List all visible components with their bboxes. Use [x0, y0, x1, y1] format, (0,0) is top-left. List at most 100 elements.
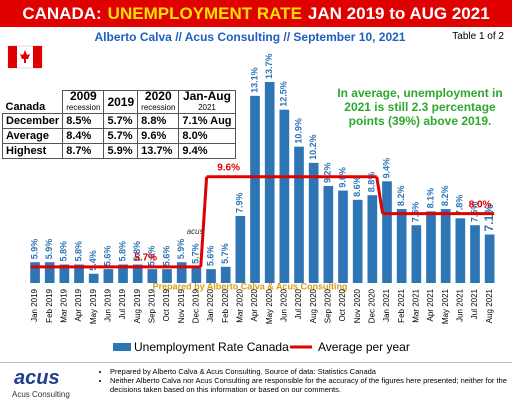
logo-mark: acus [187, 227, 204, 236]
value-label: 5.6% [147, 246, 157, 267]
x-tick-label: Apr 2019 [74, 288, 83, 321]
legend-swatch [113, 343, 131, 351]
value-label: 8.2% [440, 186, 450, 207]
bar [279, 109, 290, 283]
bar [220, 266, 231, 283]
x-tick-label: Apr 2021 [426, 288, 435, 321]
x-tick-label: Aug 2019 [133, 288, 142, 323]
value-label: 7.5% [411, 202, 421, 223]
header-text: recession [141, 103, 176, 112]
table-cell: 9.6% [137, 128, 180, 144]
table-corner: Canada [5, 101, 46, 113]
x-tick-label: Oct 2020 [338, 288, 347, 321]
bar [411, 225, 422, 283]
table-header: Jan-Aug 2021 [178, 89, 236, 114]
bar [323, 185, 334, 283]
bar [352, 199, 363, 283]
value-label: 5.6% [161, 246, 171, 267]
value-label: 10.9% [293, 118, 303, 144]
x-tick-label: May 2021 [441, 288, 450, 324]
bar [470, 225, 480, 283]
bar [308, 162, 319, 283]
header-text: recession [66, 103, 101, 112]
x-tick-label: Jun 2020 [279, 288, 288, 321]
x-tick-label: Nov 2019 [177, 288, 186, 323]
x-tick-label: Apr 2020 [250, 288, 259, 321]
bar [162, 269, 172, 283]
watermark: Prepared by Alberto Calva & Acus Consult… [153, 281, 348, 291]
title-part: UNEMPLOYMENT RATE [107, 4, 302, 23]
bar [367, 195, 378, 283]
table-cell: 8.8% [137, 113, 180, 129]
logo: acus [14, 367, 60, 389]
value-label: 7.1% [482, 204, 496, 232]
value-label: 8.2% [396, 186, 406, 207]
average-label: 9.6% [217, 162, 240, 173]
table-cell: 8.7% [62, 143, 105, 159]
logo-sub: Acus Consulting [12, 390, 70, 399]
x-tick-label: Jun 2021 [455, 288, 464, 321]
x-tick-label: Sep 2019 [147, 288, 156, 323]
bar [132, 264, 143, 283]
value-label: 7.8% [455, 195, 465, 216]
x-tick-label: Sep 2020 [323, 288, 332, 323]
x-tick-label: Dec 2020 [367, 288, 376, 323]
table-cell: 5.7% [103, 113, 139, 129]
x-tick-label: Feb 2019 [45, 288, 54, 322]
header-text: Jan-Aug [182, 89, 231, 103]
bar [44, 262, 55, 283]
table-cell: 7.1% Aug [178, 113, 236, 129]
chart: Prepared by Alberto Calva & Acus Consult… [7, 45, 496, 354]
average-label: 5.7% [134, 252, 157, 263]
bar [176, 262, 187, 283]
footer: acus Acus Consulting Prepared by Alberto… [0, 362, 512, 403]
subtitle: Alberto Calva // Acus Consulting // Sept… [94, 30, 406, 44]
x-tick-label: Oct 2019 [162, 288, 171, 321]
table-header: 2019 [103, 90, 139, 114]
table-cell: 8.5% [62, 113, 105, 129]
x-tick-label: Jan 2020 [206, 288, 215, 321]
title-part: CANADA: [22, 4, 102, 23]
note: Neither Alberto Calva nor Acus Consultin… [110, 376, 510, 394]
annotation: In average, unemployment in 2021 is stil… [337, 86, 503, 128]
page-note: Table 1 of 2 [452, 31, 504, 42]
value-label: 5.8% [132, 241, 142, 262]
note: Prepared by Alberto Calva & Acus Consult… [110, 367, 510, 376]
bar [191, 266, 202, 283]
table-header: 2020 recession [137, 90, 180, 114]
x-tick-label: Mar 2020 [235, 288, 244, 322]
bar [59, 264, 70, 283]
bar [88, 273, 99, 283]
x-tick-label: Dec 2019 [191, 288, 200, 323]
value-label: 5.9% [176, 239, 186, 260]
table-row: Average 8.4% 5.7% 9.6% 8.0% [1, 128, 236, 144]
x-tick-label: Aug 2020 [309, 288, 318, 323]
value-label: 5.6% [205, 246, 215, 267]
value-label: 5.4% [88, 250, 98, 271]
header-text: 2021 [198, 103, 216, 112]
bar [338, 190, 348, 283]
bar [30, 262, 40, 283]
x-tick-label: Aug 2021 [485, 288, 494, 323]
notes: Prepared by Alberto Calva & Acus Consult… [100, 367, 510, 394]
value-label: 5.9% [44, 239, 54, 260]
table-cell: 8.0% [178, 128, 236, 144]
value-label: 5.9% [29, 239, 39, 260]
value-label: 5.6% [103, 246, 113, 267]
bar [147, 269, 158, 283]
value-label: 12.5% [279, 81, 289, 107]
header-text: 2019 [107, 94, 135, 109]
x-tick-label: Jul 2020 [294, 288, 303, 319]
header-text: 2009 [69, 89, 97, 103]
x-tick-label: Mar 2019 [59, 288, 68, 322]
value-label: 8.1% [425, 188, 435, 209]
average-label: 8.0% [469, 199, 492, 210]
x-tick-label: Jun 2019 [103, 288, 112, 321]
x-tick-label: May 2019 [89, 288, 98, 324]
table-row: December 8.5% 5.7% 8.8% 7.1% Aug [1, 113, 236, 129]
bar [103, 269, 114, 283]
value-label: 5.8% [117, 241, 127, 262]
value-label: 8.8% [367, 172, 377, 193]
bar [74, 264, 84, 283]
